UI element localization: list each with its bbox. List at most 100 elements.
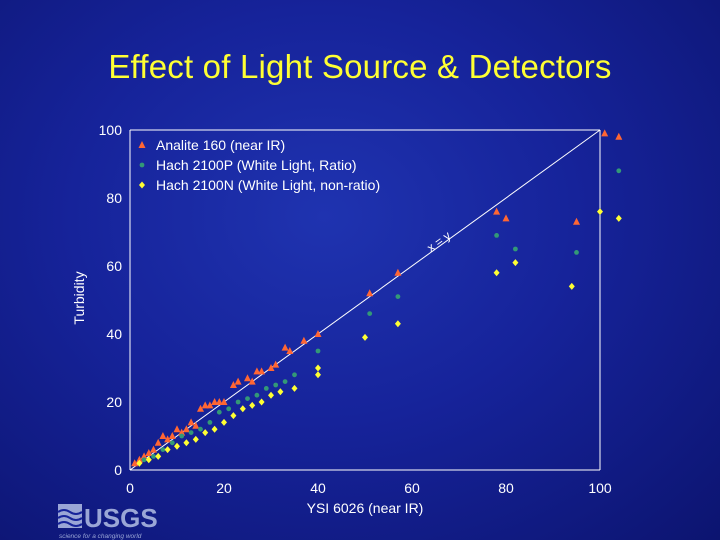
reference-line-label: x = y [424, 228, 453, 254]
data-point-diamond [174, 442, 180, 450]
data-point-circle [282, 379, 288, 384]
series-points [136, 208, 622, 467]
data-point-triangle [502, 214, 510, 222]
data-point-triangle [244, 374, 251, 382]
data-point-triangle [267, 364, 275, 371]
x-tick-label: 60 [404, 480, 420, 496]
data-point-circle [245, 396, 250, 401]
data-point-triangle [248, 377, 256, 385]
data-point-circle [207, 420, 213, 425]
legend-marker [139, 181, 145, 189]
data-point-circle [235, 399, 241, 405]
data-point-triangle [164, 435, 172, 443]
data-point-triangle [159, 432, 167, 439]
data-point-triangle [215, 398, 223, 405]
plot-frame [129, 129, 601, 471]
data-point-diamond [221, 418, 227, 426]
data-point-diamond [394, 320, 401, 328]
data-point-diamond [192, 435, 199, 443]
usgs-wave-icon [57, 504, 83, 528]
data-point-triangle [229, 381, 237, 388]
data-point-triangle [286, 347, 294, 354]
x-axis-label: YSI 6026 (near IR) [307, 500, 424, 516]
y-axis-label: Turbidity [71, 271, 87, 324]
y-tick-label: 60 [106, 258, 122, 274]
data-point-triangle [615, 132, 623, 140]
data-point-triangle [192, 421, 200, 429]
y-tick-label: 0 [114, 462, 122, 478]
data-point-diamond [239, 405, 246, 413]
data-point-triangle [220, 398, 228, 405]
series-points [131, 129, 623, 467]
y-tick-label: 20 [106, 394, 122, 410]
data-point-diamond [512, 259, 519, 267]
data-point-triangle [150, 445, 157, 453]
data-point-triangle [173, 425, 181, 433]
legend-label: Hach 2100P (White Light, Ratio) [156, 157, 357, 173]
data-point-circle [216, 409, 222, 415]
data-points [131, 129, 623, 467]
data-point-circle [254, 392, 260, 398]
data-point-triangle [258, 367, 266, 375]
data-point-circle [151, 454, 156, 459]
series-points [141, 168, 622, 463]
data-point-triangle [168, 432, 176, 439]
data-point-circle [395, 294, 401, 299]
data-point-circle [292, 372, 297, 378]
data-point-circle [494, 233, 499, 238]
data-point-triangle [493, 207, 501, 215]
slide-title: Effect of Light Source & Detectors [108, 48, 612, 85]
data-point-triangle [253, 367, 261, 375]
data-point-diamond [597, 208, 603, 216]
data-point-triangle [182, 425, 190, 433]
y-tick-labels: 0 20 40 60 80 100 [99, 122, 123, 478]
reference-line [129, 129, 601, 471]
data-point-diamond [136, 459, 143, 467]
data-point-diamond [145, 456, 152, 464]
data-point-triangle [154, 438, 162, 446]
data-point-diamond [315, 364, 321, 372]
y-tick-label: 80 [106, 190, 122, 206]
data-point-triangle [145, 449, 153, 456]
data-point-triangle [206, 401, 214, 409]
data-point-triangle [281, 343, 289, 351]
data-point-diamond [183, 439, 190, 447]
data-point-triangle [234, 377, 242, 385]
data-point-triangle [135, 455, 143, 463]
data-point-triangle [178, 428, 186, 436]
data-point-circle [367, 311, 373, 316]
data-point-circle [263, 386, 269, 391]
y-tick-label: 100 [99, 122, 123, 138]
data-point-circle [226, 406, 232, 412]
data-point-triangle [187, 418, 195, 426]
data-point-triangle [197, 404, 204, 412]
data-point-diamond [362, 333, 368, 341]
x-tick-label: 20 [216, 480, 232, 496]
legend-marker [139, 162, 145, 168]
data-point-circle [198, 426, 203, 432]
data-point-diamond [315, 371, 321, 379]
x-tick-label: 40 [310, 480, 326, 496]
data-point-circle [188, 430, 194, 435]
data-point-triangle [131, 459, 139, 467]
data-point-circle [179, 433, 185, 439]
data-point-diamond [291, 384, 298, 392]
data-point-diamond [615, 214, 622, 222]
data-point-triangle [272, 360, 280, 368]
data-point-diamond [211, 425, 218, 433]
data-point-circle [574, 250, 579, 255]
data-point-diamond [268, 391, 274, 399]
data-point-circle [513, 246, 518, 252]
data-point-triangle [394, 268, 402, 276]
y-tick-label: 40 [106, 326, 122, 342]
data-point-triangle [211, 398, 219, 405]
data-point-circle [616, 168, 622, 174]
legend-label: Analite 160 (near IR) [156, 137, 285, 153]
data-point-triangle [366, 289, 374, 297]
usgs-logo-text: USGS [84, 503, 158, 533]
legend-label: Hach 2100N (White Light, non-ratio) [156, 177, 380, 193]
data-point-diamond [277, 388, 284, 396]
x-tick-label: 100 [588, 480, 612, 496]
data-point-triangle [601, 129, 609, 137]
